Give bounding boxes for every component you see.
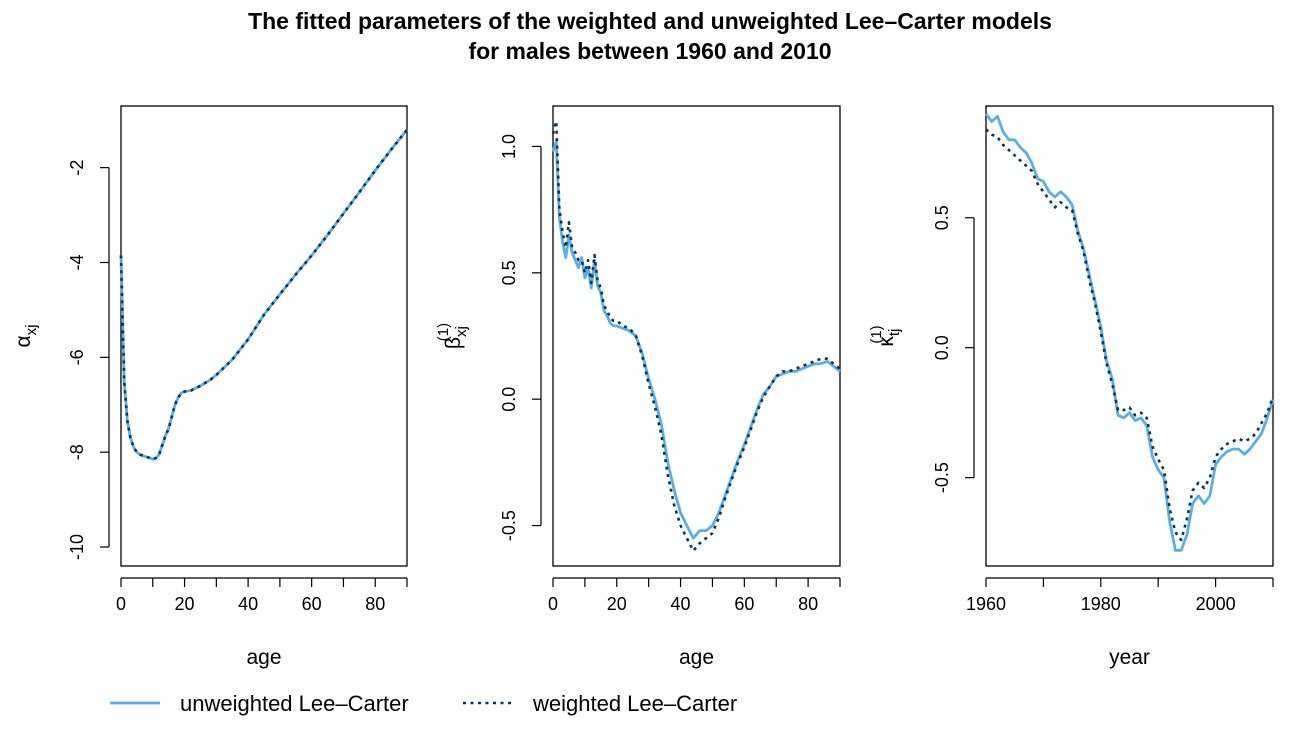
x-tick-label-alpha: 0 [116,594,126,614]
x-tick-label-alpha: 20 [175,594,195,614]
chart-title-line-2: for males between 1960 and 2010 [468,38,832,64]
y-axis-label-alpha: αxj [12,325,40,348]
y-tick-label-kappa: 0.0 [932,335,952,360]
x-tick-label-beta: 80 [798,594,818,614]
y-tick-label-alpha: -4 [67,254,87,270]
x-tick-label-beta: 40 [671,594,691,614]
plot-frame-alpha [120,105,408,567]
x-axis-label-beta: age [679,646,714,669]
x-tick-label-kappa: 1980 [1081,594,1121,614]
y-axis-label-beta: βxj(1) [435,323,470,349]
y-axis-symbol-kappa: κ [875,336,898,347]
series-line-alpha-unweighted [119,128,409,461]
panel-beta: 0 20 40 60 80 -0.5 0.0 0.5 1.0 age βxj(1) [435,105,841,669]
y-axis-symbol-alpha: α [12,335,35,347]
x-tick-label-kappa: 2000 [1196,594,1236,614]
y-axis-subscript-beta: xj [453,326,470,337]
series-line-alpha-weighted [119,128,409,461]
y-tick-label-alpha: -6 [67,349,87,365]
panel-alpha: 0 20 40 60 80 -10 -8 -6 -4 -2 age αxj [12,105,409,669]
y-tick-label-beta: -0.5 [499,510,519,541]
y-axis-symbol-beta: β [442,337,465,349]
y-tick-label-beta: 1.0 [499,134,519,159]
x-tick-label-kappa: 1960 [966,594,1006,614]
x-axis-label-kappa: year [1109,646,1150,669]
x-tick-label-beta: 60 [734,594,754,614]
legend-label-unweighted: unweighted Lee–Carter [180,691,409,716]
x-tick-label-alpha: 40 [238,594,258,614]
y-tick-label-kappa: -0.5 [932,462,952,493]
series-line-beta-weighted [551,119,841,553]
y-axis-subscript-kappa: tj [886,329,903,337]
series-line-kappa-weighted [985,128,1275,542]
y-tick-label-alpha: -10 [67,534,87,560]
x-axis-label-alpha: age [246,646,281,669]
series-line-beta-unweighted [551,139,841,540]
y-axis-superscript-kappa: (1) [868,325,885,343]
y-tick-label-alpha: -2 [67,160,87,176]
plot-frame-beta [552,105,841,567]
legend: unweighted Lee–Carter weighted Lee–Carter [110,691,737,716]
x-tick-label-beta: 0 [548,594,558,614]
x-tick-label-alpha: 60 [302,594,322,614]
chart-title: The fitted parameters of the weighted an… [0,6,1300,66]
y-axis-superscript-beta: (1) [435,323,452,341]
panel-kappa: 1960 1980 2000 -0.5 0.0 0.5 year κtj(1) [868,105,1275,669]
y-axis-label-kappa: κtj(1) [868,325,903,346]
x-tick-label-alpha: 80 [365,594,385,614]
y-tick-label-beta: 0.5 [499,260,519,285]
x-tick-label-beta: 20 [607,594,627,614]
plot-frame-kappa [985,105,1274,567]
chart-title-line-1: The fitted parameters of the weighted an… [248,8,1052,34]
y-tick-label-beta: 0.0 [499,387,519,412]
legend-label-weighted: weighted Lee–Carter [532,691,737,716]
y-tick-label-alpha: -8 [67,444,87,460]
y-axis-subscript-alpha: xj [23,325,40,336]
series-line-kappa-unweighted [984,112,1275,552]
y-tick-label-kappa: 0.5 [932,205,952,230]
